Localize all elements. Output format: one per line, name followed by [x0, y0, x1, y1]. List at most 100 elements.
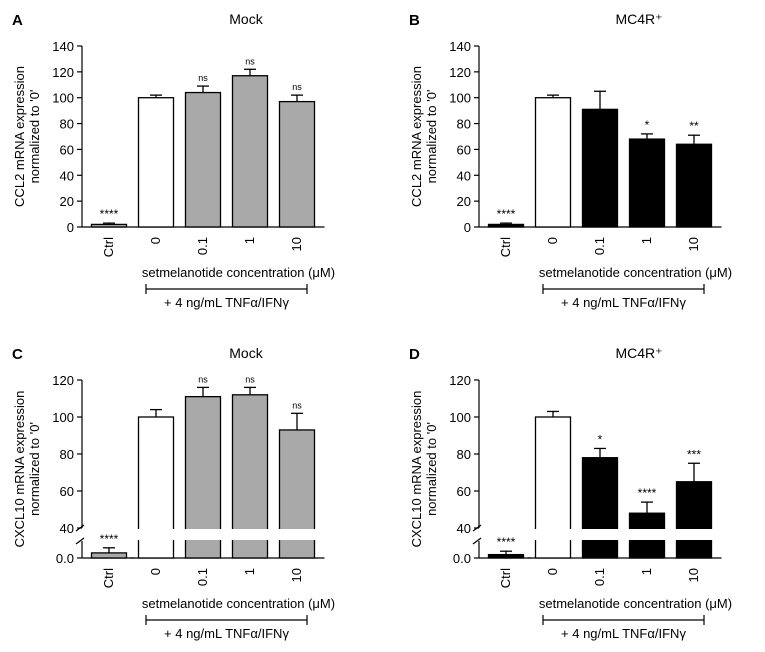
x-tick-label: 10 [289, 568, 304, 582]
bar-d-2 [581, 457, 619, 559]
x-tick-label: 1 [242, 237, 257, 244]
bar-c-0 [90, 552, 128, 559]
bar-a-3 [231, 75, 269, 228]
x-tick-label: 0.1 [195, 237, 210, 255]
x-tick-label: 10 [289, 237, 304, 251]
significance-label: ns [245, 374, 255, 384]
y-tick-label: 0.0 [453, 551, 471, 566]
significance-label: **** [100, 207, 119, 221]
panel-letter: B [409, 12, 420, 29]
y-tick-label: 140 [449, 39, 471, 54]
panel-c: C Mock CXCL10 mRNA expressionnormalized to… [12, 345, 335, 641]
treatment-label: + 4 ng/mL TNFα/IFNγ [561, 295, 686, 310]
y-tick-label: 60 [457, 142, 471, 157]
treatment-label: + 4 ng/mL TNFα/IFNγ [561, 626, 686, 641]
significance-label: ns [292, 82, 302, 92]
significance-label: ns [198, 73, 208, 83]
y-tick-label: 20 [60, 194, 74, 209]
panel-b: B MC4R⁺ CCL2 mRNA expressionnormalized to … [409, 11, 732, 310]
y-axis-label: CCL2 mRNA expressionnormalized to '0' [12, 66, 42, 207]
significance-label: **** [497, 535, 516, 549]
bar-a-4 [278, 100, 316, 228]
x-tick-label: 0 [545, 568, 560, 575]
significance-label: *** [687, 447, 701, 461]
y-axis-label-line: CCL2 mRNA expression [409, 66, 424, 207]
y-axis-label-line: normalized to '0' [424, 90, 439, 184]
bar-break-gap [673, 529, 715, 540]
y-tick-label: 0.0 [56, 551, 74, 566]
y-tick-label: 80 [457, 447, 471, 462]
x-tick-label: 0.1 [195, 568, 210, 586]
significance-label: **** [638, 486, 657, 500]
y-tick-label: 100 [449, 410, 471, 425]
y-axis-label-line: CXCL10 mRNA expression [12, 391, 27, 548]
bar-break-gap [626, 529, 668, 540]
y-tick-label: 40 [60, 168, 74, 183]
y-axis-label-line: normalized to '0' [27, 90, 42, 184]
y-tick-label: 60 [457, 484, 471, 499]
bar-a-0 [90, 223, 128, 228]
y-tick-label: 120 [449, 373, 471, 388]
bar-d-0 [487, 553, 525, 559]
y-tick-label: 0 [464, 220, 471, 235]
y-tick-label: 40 [457, 521, 471, 536]
y-tick-label: 120 [52, 373, 74, 388]
bar-break-gap [579, 529, 621, 540]
y-tick-label: 120 [449, 65, 471, 80]
y-tick-label: 80 [457, 117, 471, 132]
significance-label: **** [497, 207, 516, 221]
bar-break-gap [276, 529, 318, 540]
x-tick-label: 0.1 [592, 568, 607, 586]
y-axis-label-line: CCL2 mRNA expression [12, 66, 27, 207]
y-axis-label: CCL2 mRNA expressionnormalized to '0' [409, 66, 439, 207]
x-tick-label: 1 [639, 237, 654, 244]
y-tick-label: 140 [52, 39, 74, 54]
x-tick-label: 0 [148, 237, 163, 244]
y-axis-label-line: CXCL10 mRNA expression [409, 391, 424, 548]
y-tick-label: 20 [457, 194, 471, 209]
chart-title: MC4R⁺ [615, 11, 662, 27]
y-tick-label: 120 [52, 65, 74, 80]
bar-break-gap [532, 529, 574, 540]
panel-a: A Mock CCL2 mRNA expressionnormalized to '… [12, 11, 335, 310]
significance-label: * [645, 118, 650, 132]
y-tick-label: 80 [60, 447, 74, 462]
y-tick-label: 80 [60, 117, 74, 132]
treatment-label: + 4 ng/mL TNFα/IFNγ [164, 626, 289, 641]
x-tick-label: 1 [242, 568, 257, 575]
significance-label: ** [689, 119, 699, 133]
x-tick-label: Ctrl [101, 568, 116, 588]
bar-a-1 [137, 97, 175, 228]
chart-title: MC4R⁺ [615, 345, 662, 361]
y-axis-label: CXCL10 mRNA expressionnormalized to '0' [409, 391, 439, 548]
y-tick-label: 40 [457, 168, 471, 183]
x-tick-label: 10 [686, 237, 701, 251]
y-tick-label: 100 [52, 91, 74, 106]
x-axis-label: setmelanotide concentration (μM) [142, 596, 335, 611]
y-axis-label-line: normalized to '0' [27, 422, 42, 516]
panel-d: D MC4R⁺ CXCL10 mRNA expressionnormalized t… [409, 345, 732, 641]
bar-b-1 [534, 97, 572, 228]
significance-label: ns [245, 56, 255, 66]
bar-b-2 [581, 108, 619, 228]
bar-b-4 [675, 143, 713, 228]
significance-label: * [598, 432, 603, 446]
x-tick-label: 1 [639, 568, 654, 575]
bar-b-0 [487, 223, 525, 228]
x-axis-label: setmelanotide concentration (μM) [142, 265, 335, 280]
bar-break-gap [229, 529, 271, 540]
x-tick-label: 0 [545, 237, 560, 244]
bar-b-3 [628, 138, 666, 228]
y-tick-label: 0 [67, 220, 74, 235]
bar-break-gap [182, 529, 224, 540]
x-axis-label: setmelanotide concentration (μM) [539, 596, 732, 611]
bar-d-4 [675, 481, 713, 559]
treatment-label: + 4 ng/mL TNFα/IFNγ [164, 295, 289, 310]
significance-label: ns [198, 374, 208, 384]
x-tick-label: 10 [686, 568, 701, 582]
panel-letter: C [12, 346, 23, 363]
x-tick-label: Ctrl [101, 237, 116, 257]
axis-break-mark [472, 537, 482, 545]
panel-letter: D [409, 346, 420, 363]
